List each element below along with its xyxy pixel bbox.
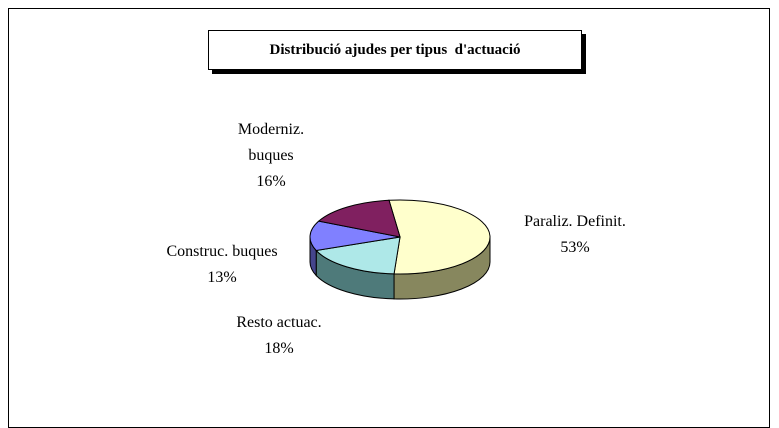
slice-label: Construc. buques 13% [137, 239, 307, 291]
category-label: Paraliz. Definit. [524, 213, 626, 230]
category-label: Construc. buques [166, 243, 278, 260]
slice [309, 220, 401, 252]
pie-area [309, 199, 491, 300]
slice-label: Paraliz. Definit. 53% [495, 209, 655, 261]
chart: Distribució ajudes per tipus d'actuació … [8, 8, 770, 428]
chart-title: Distribució ajudes per tipus d'actuació [208, 30, 582, 70]
category-label: Resto actuac. [236, 314, 322, 331]
slice-label: Resto actuac. 18% [199, 310, 359, 362]
slice [315, 236, 401, 275]
value-label: 53% [560, 239, 590, 256]
slice [317, 199, 401, 238]
value-label: 16% [256, 173, 286, 190]
category-label: Moderniz. buques [237, 121, 305, 164]
slice-label: Moderniz. buques 16% [231, 117, 311, 195]
slice [388, 199, 491, 275]
value-label: 13% [207, 269, 237, 286]
value-label: 18% [264, 340, 294, 357]
